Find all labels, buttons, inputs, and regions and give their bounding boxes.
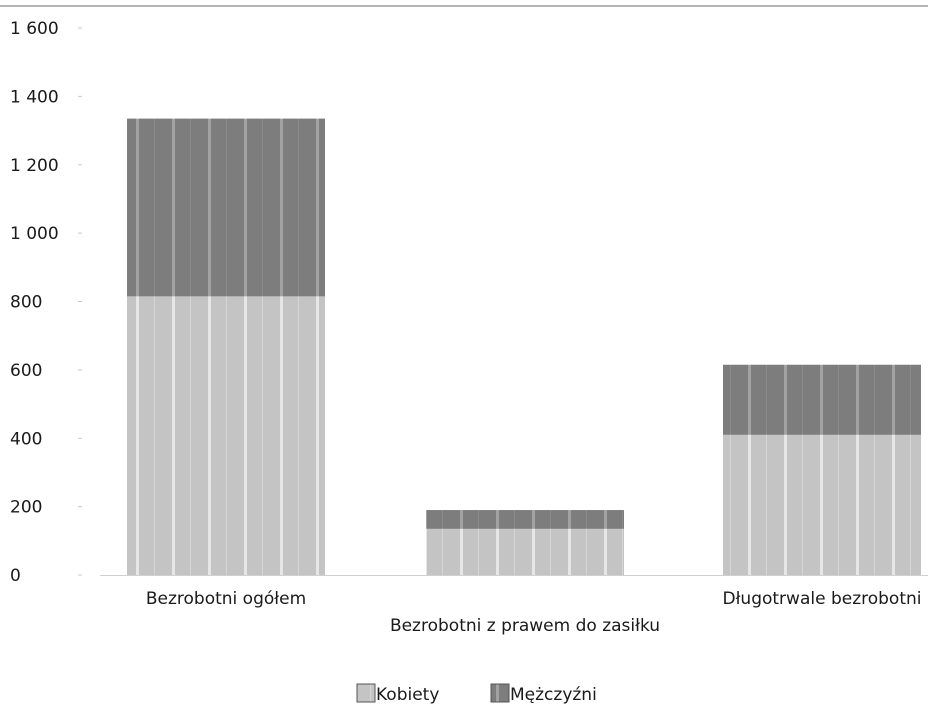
y-tick-label: 400 [10,429,42,449]
y-tick-label: 1 200 [10,156,59,176]
bar-kobiety-2 [426,528,624,575]
y-tick-label: 200 [10,498,42,518]
y-tick-label: 800 [10,293,42,313]
legend-swatch-kobiety [356,683,376,703]
bar-kobiety-3 [723,434,921,575]
y-tick-label: 0 [10,566,21,586]
category-label: Długotrwale bezrobotni [723,589,922,609]
bar-mezczyzni-2 [426,510,624,529]
category-label: Bezrobotni ogółem [146,589,306,609]
bar-kobiety-1 [127,296,325,575]
y-axis: 0 200 400 600 800 1 000 1 200 1 400 1 600 [10,19,82,586]
legend-swatch-mezczyzni [490,683,510,703]
y-tick-label: 1 400 [10,87,59,107]
bar-mezczyzni-1 [127,118,325,297]
y-tick-label: 600 [10,361,42,381]
legend-label: Mężczyźni [510,685,597,705]
y-tick-label: 1 600 [10,19,59,39]
category-label: Bezrobotni z prawem do zasiłku [390,616,660,636]
y-tick-label: 1 000 [10,224,59,244]
bars-group [127,118,921,575]
legend-label: Kobiety [376,685,439,705]
x-axis: Bezrobotni ogółem Bezrobotni z prawem do … [100,575,928,636]
bar-mezczyzni-3 [723,364,921,435]
legend: Kobiety Mężczyźni [356,683,597,705]
